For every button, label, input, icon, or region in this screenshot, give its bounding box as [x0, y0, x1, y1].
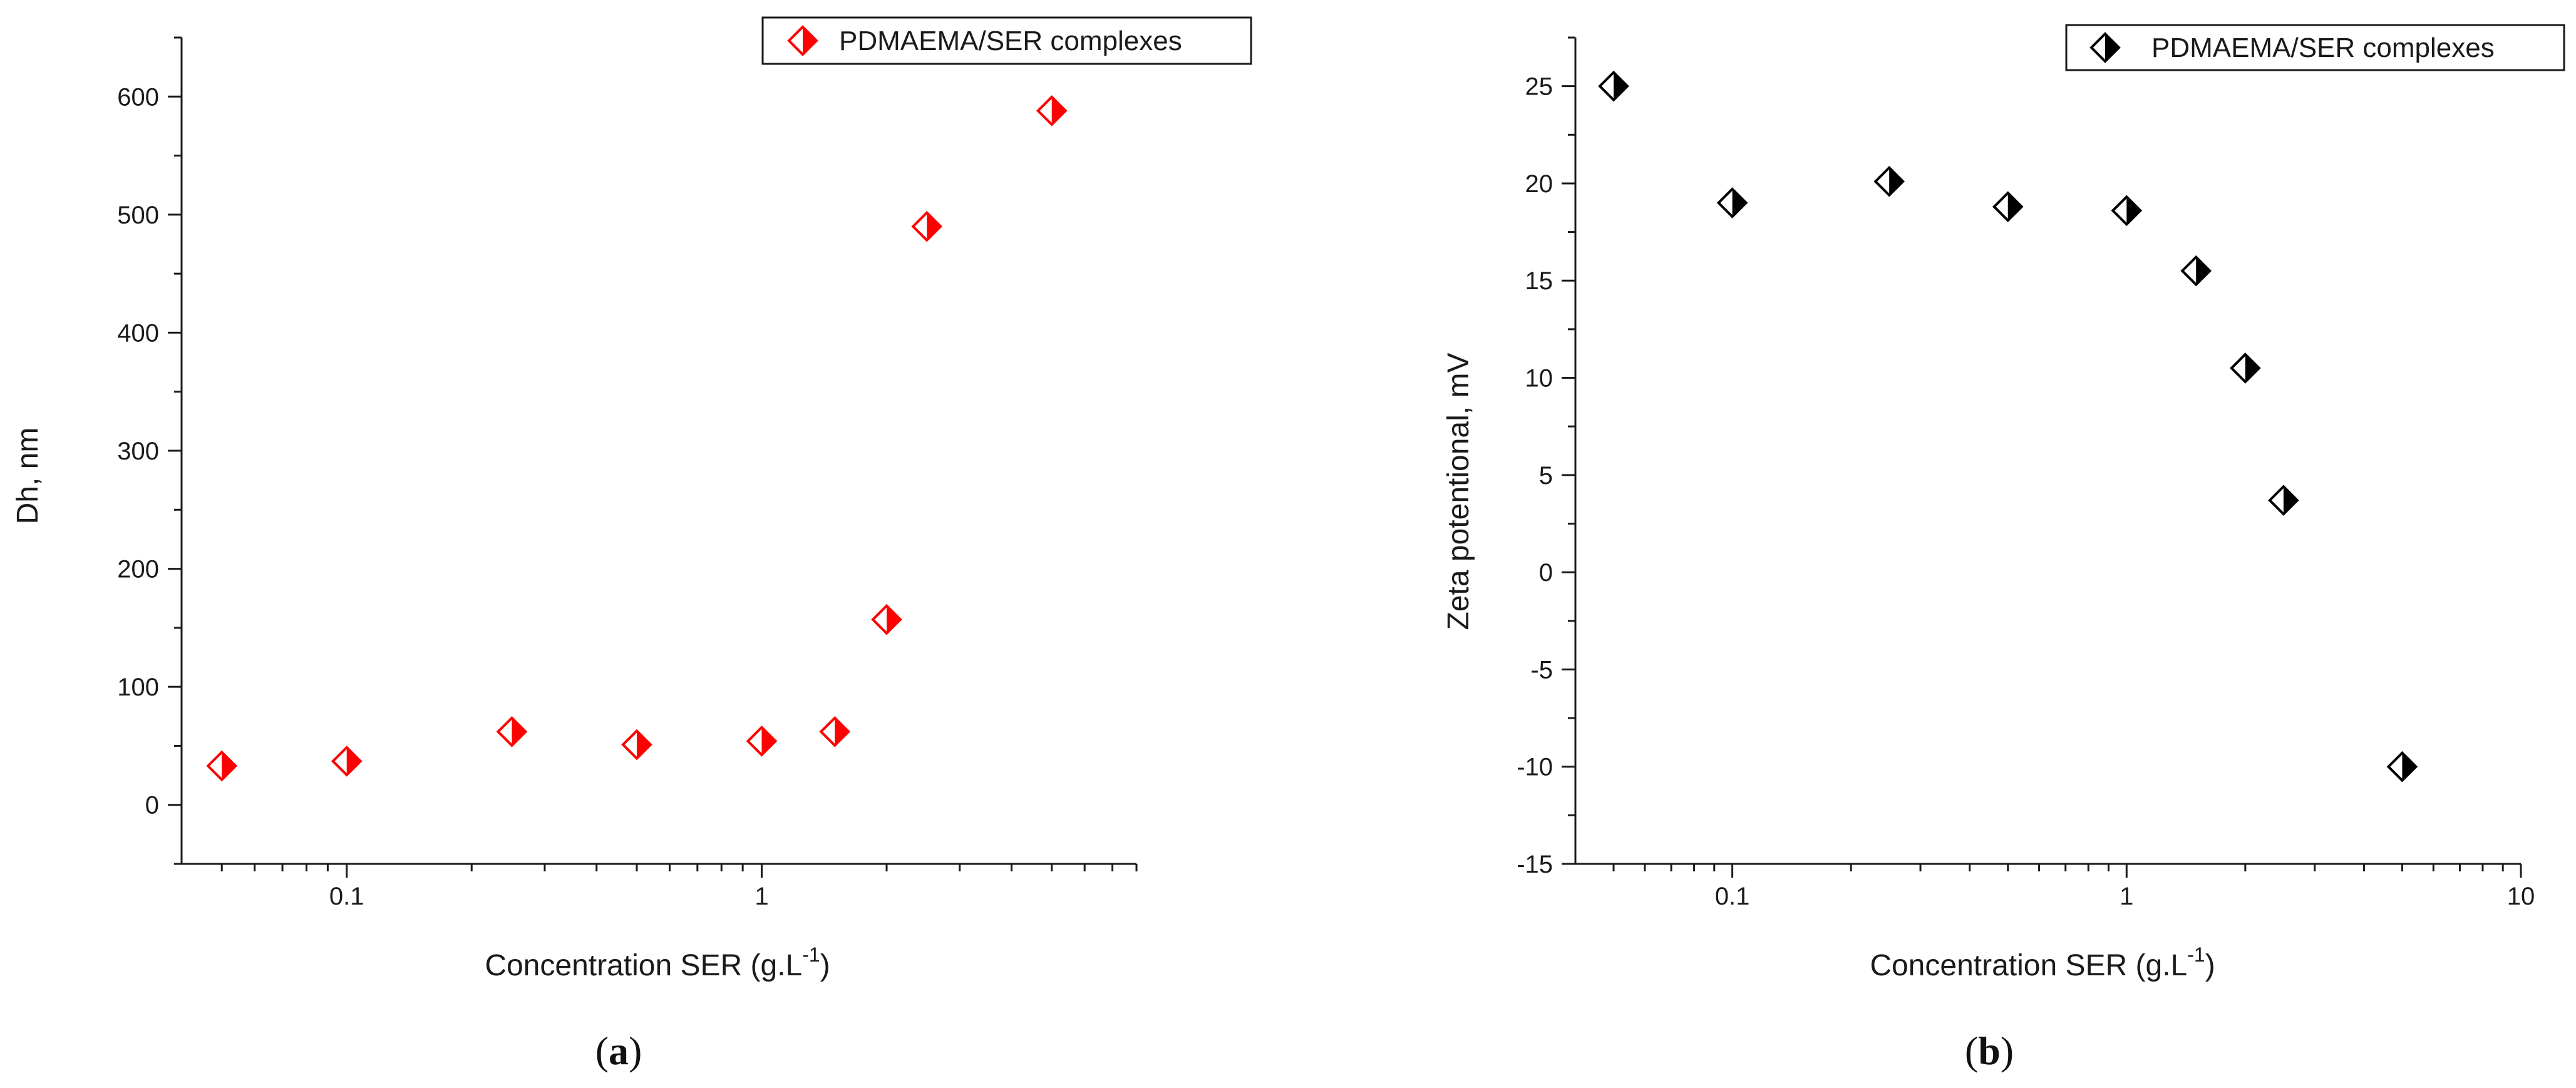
x-tick-label: 0.1 — [1715, 883, 1750, 910]
legend-a: PDMAEMA/SER complexes — [761, 16, 1252, 65]
y-tick-label: -15 — [1517, 851, 1553, 878]
data-point — [1992, 191, 2024, 223]
data-point — [2111, 195, 2143, 227]
data-points-b — [1598, 70, 2418, 783]
data-point — [2386, 751, 2418, 783]
legend-b: PDMAEMA/SER complexes — [2065, 24, 2565, 71]
legend-label-a: PDMAEMA/SER complexes — [839, 26, 1182, 56]
legend-marker-b — [2089, 32, 2121, 63]
y-tick-label: 400 — [117, 319, 159, 347]
x-axis-title-a: Concentration SER (g.L-1) — [485, 943, 830, 982]
y-tick-label: 20 — [1525, 170, 1553, 198]
data-point — [2230, 352, 2261, 384]
panel-label-a: (a) — [595, 1029, 642, 1073]
y-tick-label: -10 — [1517, 754, 1553, 781]
y-tick-label: 0 — [145, 792, 159, 819]
x-axis-title-b: Concentration SER (g.L-1) — [1870, 943, 2215, 982]
y-tick-label: -5 — [1530, 656, 1553, 684]
legend-marker-a — [787, 25, 818, 56]
data-point — [2180, 255, 2212, 287]
y-ticks-a: 0 100 200 300 400 500 600 — [117, 36, 182, 865]
legend-marker-icon — [2089, 32, 2121, 63]
data-point — [2268, 485, 2299, 516]
data-point — [1036, 95, 1068, 126]
x-tick-label: 1 — [755, 883, 768, 910]
data-point — [621, 729, 652, 761]
legend-marker-icon — [787, 25, 818, 56]
data-point — [871, 603, 902, 635]
y-tick-label: 5 — [1539, 462, 1553, 490]
y-tick-label: 100 — [117, 674, 159, 701]
y-tick-label: 300 — [117, 438, 159, 465]
data-point — [819, 716, 851, 747]
y-tick-label: 200 — [117, 556, 159, 583]
y-tick-label: 10 — [1525, 365, 1553, 393]
data-points-a — [206, 95, 1068, 782]
y-tick-label: 15 — [1525, 267, 1553, 295]
legend-box-b — [2065, 24, 2565, 71]
y-axis-title-b: Zeta potentional, mV — [1442, 353, 1475, 630]
y-tick-label: 500 — [117, 202, 159, 229]
data-point — [1873, 166, 1905, 197]
x-tick-label: 0.1 — [329, 883, 364, 910]
panel-label-b: (b) — [1965, 1029, 2014, 1073]
data-point — [331, 746, 363, 777]
data-point — [746, 726, 778, 757]
y-tick-label: 600 — [117, 83, 159, 111]
x-ticks-a: 0.1 1 — [220, 864, 1138, 910]
data-point — [1716, 187, 1748, 218]
data-point — [206, 750, 238, 782]
y-tick-label: 25 — [1525, 73, 1553, 101]
data-point — [496, 716, 528, 747]
y-ticks-b: -15 -10 -5 0 5 10 15 20 25 — [1517, 36, 1575, 878]
data-point — [1598, 70, 1629, 102]
x-tick-label: 10 — [2507, 883, 2535, 910]
legend-label-b: PDMAEMA/SER complexes — [2151, 33, 2495, 63]
y-axis-title-a: Dh, nm — [11, 428, 44, 525]
y-tick-label: 0 — [1539, 559, 1553, 587]
x-ticks-b: 0.1 1 10 — [1612, 864, 2535, 910]
chart-panel-b: -15 -10 -5 0 5 10 15 20 25 0.1 1 10 Zeta potention… — [1442, 24, 2565, 1073]
x-tick-label: 1 — [2120, 883, 2133, 910]
legend-box-a — [761, 16, 1252, 65]
data-point — [911, 210, 943, 242]
